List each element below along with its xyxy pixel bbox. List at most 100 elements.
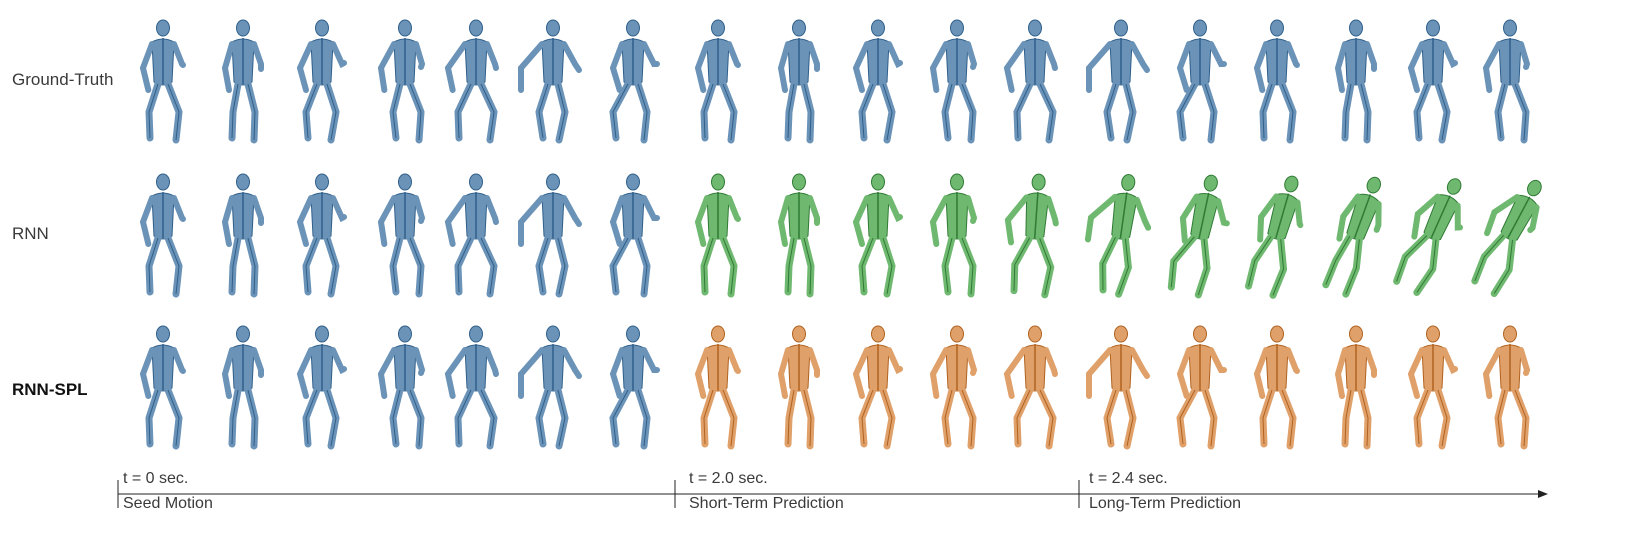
right-leg-outline: [1197, 238, 1208, 296]
right-arm: [641, 195, 660, 221]
right-leg-outline: [882, 237, 893, 295]
right-leg-outline: [1360, 389, 1369, 447]
right-arm: [1518, 41, 1531, 70]
head: [236, 173, 250, 191]
left-arm: [1086, 41, 1113, 93]
pose-figure: [296, 325, 347, 450]
right-arm: [251, 195, 264, 226]
left-leg-outline: [1179, 389, 1196, 445]
left-arm: [221, 41, 235, 93]
left-leg-outline: [148, 389, 159, 445]
head: [711, 173, 725, 191]
right-arm: [251, 41, 264, 72]
head: [156, 325, 170, 343]
pose-figure: [1334, 19, 1377, 144]
right-leg-outline: [1437, 389, 1448, 447]
left-arm: [777, 347, 791, 399]
right-leg-outline: [1039, 238, 1052, 295]
pose-figure: [1003, 19, 1058, 144]
head: [156, 173, 170, 191]
pose-figure: [1003, 325, 1058, 450]
left-leg-outline: [612, 389, 629, 445]
left-arm: [694, 347, 710, 399]
right-leg-outline: [557, 237, 566, 295]
left-leg-outline: [787, 237, 795, 293]
right-leg-outline: [1039, 83, 1054, 141]
right-arm: [965, 347, 978, 376]
right-leg-outline: [409, 83, 422, 141]
pose-figure: [377, 19, 426, 144]
spine: [1119, 192, 1128, 239]
left-arm: [1003, 41, 1027, 93]
right-leg-outline: [803, 83, 812, 141]
head: [950, 325, 964, 343]
head: [1446, 178, 1462, 195]
pose-figure: [1084, 174, 1152, 298]
left-leg-outline: [612, 83, 629, 139]
pose-figure: [221, 173, 264, 298]
right-leg-outline: [480, 237, 495, 295]
left-leg-outline: [231, 83, 239, 139]
right-arm: [807, 347, 820, 378]
pose-figure: [1253, 325, 1300, 450]
right-arm: [886, 347, 903, 375]
left-arm: [1253, 347, 1269, 399]
left-leg-outline: [457, 389, 472, 445]
left-arm: [518, 41, 545, 93]
left-leg-outline: [1102, 237, 1116, 291]
head: [156, 19, 170, 37]
left-leg-outline: [703, 83, 714, 139]
pose-figure: [139, 325, 186, 450]
head: [398, 325, 412, 343]
head: [626, 19, 640, 37]
head: [1426, 325, 1440, 343]
left-leg-outline: [944, 389, 953, 445]
head: [1028, 325, 1042, 343]
left-arm: [1176, 41, 1192, 93]
head: [1121, 174, 1136, 191]
right-leg-outline: [961, 237, 974, 295]
right-arm: [1454, 202, 1464, 231]
right-arm: [886, 195, 903, 223]
pose-figure: [518, 19, 582, 144]
left-arm: [609, 347, 625, 399]
pose-figure: [1004, 173, 1059, 299]
left-leg-outline: [1344, 83, 1352, 139]
right-leg-outline: [557, 83, 566, 141]
pose-figure: [929, 173, 978, 298]
right-arm: [1527, 204, 1540, 234]
head: [469, 325, 483, 343]
right-leg-outline: [803, 389, 812, 447]
pose-figure: [694, 173, 741, 298]
left-arm: [296, 41, 314, 93]
right-arm: [641, 347, 660, 373]
left-arm: [377, 41, 397, 93]
left-leg-outline: [1497, 389, 1506, 445]
left-leg-outline: [1262, 83, 1273, 139]
right-arm: [1043, 41, 1058, 71]
right-arm: [807, 195, 820, 226]
right-leg-outline: [1204, 389, 1215, 447]
right-leg-outline: [167, 237, 180, 295]
head: [1426, 19, 1440, 37]
head: [871, 325, 885, 343]
left-leg-outline: [1179, 83, 1196, 139]
left-arm: [777, 41, 791, 93]
spine: [1033, 192, 1039, 239]
head: [1193, 19, 1207, 37]
head: [792, 325, 806, 343]
right-leg-outline: [637, 237, 648, 295]
left-leg-outline: [703, 237, 714, 293]
left-arm: [296, 195, 314, 247]
right-arm: [171, 41, 186, 68]
left-arm: [1179, 193, 1200, 245]
head: [792, 173, 806, 191]
right-leg-outline: [882, 83, 893, 141]
right-arm: [413, 195, 426, 224]
right-arm: [1129, 347, 1150, 379]
left-arm: [1334, 41, 1348, 93]
right-arm: [1373, 200, 1382, 233]
pose-figure: [1176, 19, 1227, 144]
right-leg-outline: [1281, 83, 1294, 141]
